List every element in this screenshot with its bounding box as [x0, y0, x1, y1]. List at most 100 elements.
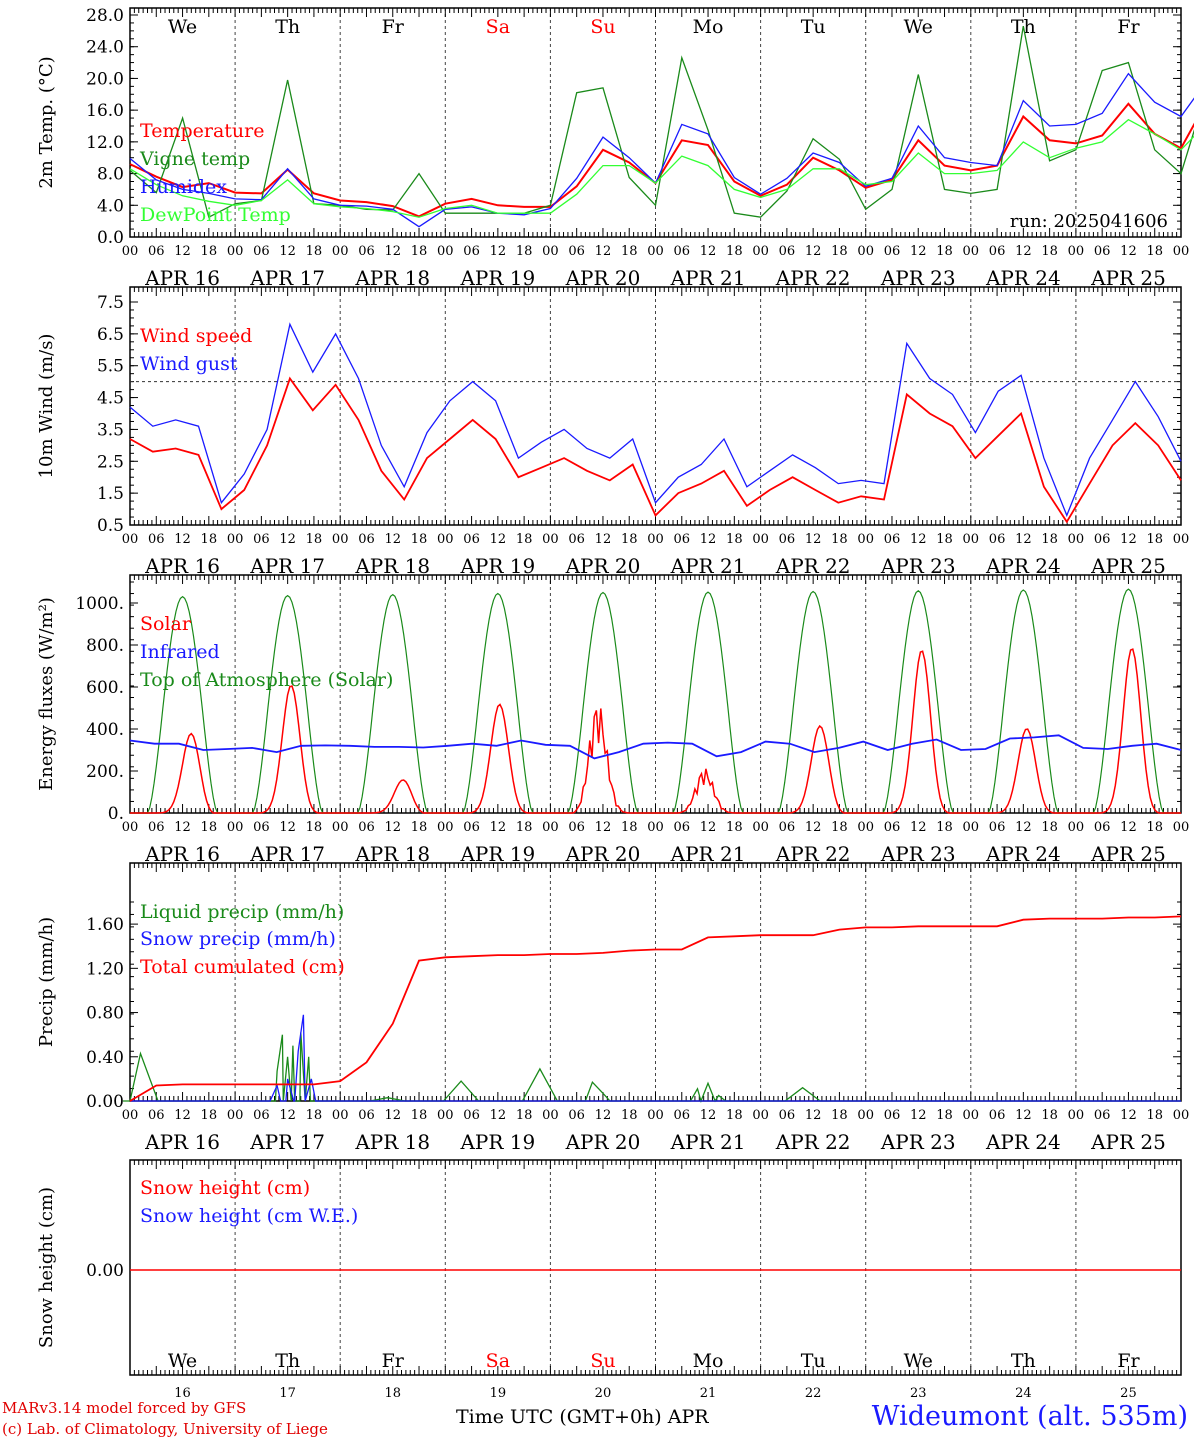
date-label: APR 17	[249, 1130, 325, 1154]
date-label: APR 23	[880, 266, 956, 290]
weekday-label: We	[904, 16, 933, 38]
hour-label: 12	[910, 532, 927, 547]
date-label: APR 24	[985, 266, 1061, 290]
date-label: APR 17	[249, 554, 325, 578]
date-label: APR 16	[144, 554, 220, 578]
hour-label: 18	[726, 1108, 743, 1123]
date-label: APR 16	[144, 266, 220, 290]
y-axis-label-3: Energy fluxes (W/m²)	[36, 597, 57, 791]
weekday-label: Su	[590, 16, 615, 38]
hour-label: 00	[1068, 532, 1085, 547]
date-label: APR 23	[880, 554, 956, 578]
y-tick-label: 200.	[86, 762, 124, 782]
hour-label: 12	[279, 820, 296, 835]
legend-solar: Solar	[140, 613, 192, 635]
hour-label: 06	[358, 532, 375, 547]
hour-label: 06	[463, 820, 480, 835]
hour-label: 18	[1146, 1108, 1163, 1123]
date-label: APR 24	[985, 554, 1061, 578]
hour-label: 18	[621, 1108, 638, 1123]
date-label: APR 23	[880, 1130, 956, 1154]
hour-label: 18	[936, 820, 953, 835]
hour-label: 06	[1094, 532, 1111, 547]
hour-label: 00	[647, 820, 664, 835]
hour-label: 00	[332, 244, 349, 259]
hour-label: 18	[726, 532, 743, 547]
day-number-label: 16	[174, 1386, 191, 1401]
hour-label: 00	[122, 532, 139, 547]
hour-label: 12	[384, 820, 401, 835]
hour-label: 18	[621, 532, 638, 547]
hour-label: 18	[306, 1108, 323, 1123]
hour-label: 00	[857, 820, 874, 835]
hour-label: 00	[227, 532, 244, 547]
date-label: APR 21	[670, 1130, 746, 1154]
day-number-label: 17	[279, 1386, 296, 1401]
hour-label: 18	[201, 244, 218, 259]
series-infrared	[129, 734, 1182, 760]
time-axis-title: Time UTC (GMT+0h) APR	[456, 1406, 709, 1428]
lab-credit: (c) Lab. of Climatology, University of L…	[2, 1420, 328, 1438]
hour-label: 06	[674, 532, 691, 547]
hour-label: 00	[227, 820, 244, 835]
hour-label: 06	[779, 1108, 796, 1123]
hour-label: 18	[831, 1108, 848, 1123]
hour-label: 12	[805, 532, 822, 547]
hour-label: 00	[752, 532, 769, 547]
run-label: run: 2025041606	[1010, 211, 1168, 232]
y-tick-label: 1.5	[97, 484, 124, 504]
hour-label: 00	[542, 532, 559, 547]
hour-label: 06	[148, 1108, 165, 1123]
hour-label: 12	[384, 244, 401, 259]
hour-label: 18	[621, 244, 638, 259]
series-liquid-precip-mm-h-	[123, 1032, 1181, 1104]
date-label: APR 20	[565, 1130, 641, 1154]
date-label: APR 20	[565, 554, 641, 578]
hour-label: 00	[542, 244, 559, 259]
date-label: APR 25	[1090, 266, 1166, 290]
hour-label: 18	[936, 1108, 953, 1123]
station-name: Wideumont (alt. 535m)	[871, 1401, 1188, 1432]
hour-label: 00	[227, 1108, 244, 1123]
hour-label: 18	[936, 532, 953, 547]
hour-label: 18	[1146, 532, 1163, 547]
hour-label: 00	[122, 1108, 139, 1123]
hour-label: 06	[568, 244, 585, 259]
y-tick-label: 6.5	[97, 325, 124, 345]
weekday-label: Mo	[693, 1350, 724, 1372]
weekday-label: Tu	[801, 16, 826, 38]
legend-snow-height-cm-: Snow height (cm)	[140, 1177, 310, 1199]
hour-label: 12	[279, 244, 296, 259]
day-number-label: 24	[1015, 1386, 1032, 1401]
hour-label: 18	[621, 820, 638, 835]
y-tick-label: 8.0	[97, 165, 124, 185]
date-label: APR 21	[670, 554, 746, 578]
hour-label: 06	[463, 1108, 480, 1123]
weekday-label: We	[904, 1350, 933, 1372]
date-label: APR 22	[775, 1130, 851, 1154]
hour-label: 18	[201, 820, 218, 835]
day-number-label: 21	[700, 1386, 717, 1401]
hour-label: 06	[568, 1108, 585, 1123]
weekday-label: Sa	[486, 16, 510, 38]
y-tick-label: 600.	[86, 678, 124, 698]
legend-snow-precip-mm-h-: Snow precip (mm/h)	[140, 928, 336, 950]
hour-label: 06	[568, 532, 585, 547]
hour-label: 06	[253, 1108, 270, 1123]
legend-snow-height-cm-w-e-: Snow height (cm W.E.)	[140, 1205, 358, 1227]
date-label: APR 18	[354, 1130, 430, 1154]
hour-label: 12	[1015, 532, 1032, 547]
weekday-label: Mo	[693, 16, 724, 38]
y-tick-label: 3.5	[97, 420, 124, 440]
hour-label: 00	[647, 244, 664, 259]
hour-label: 18	[1041, 820, 1058, 835]
hour-label: 00	[227, 244, 244, 259]
hour-label: 06	[989, 820, 1006, 835]
hour-label: 12	[1120, 244, 1137, 259]
y-tick-label: 0.00	[86, 1092, 124, 1112]
y-tick-label: 2.5	[97, 452, 124, 472]
y-tick-label: 1.20	[86, 959, 124, 979]
series-wind-speed	[129, 376, 1182, 524]
hour-label: 18	[726, 820, 743, 835]
hour-label: 00	[332, 532, 349, 547]
